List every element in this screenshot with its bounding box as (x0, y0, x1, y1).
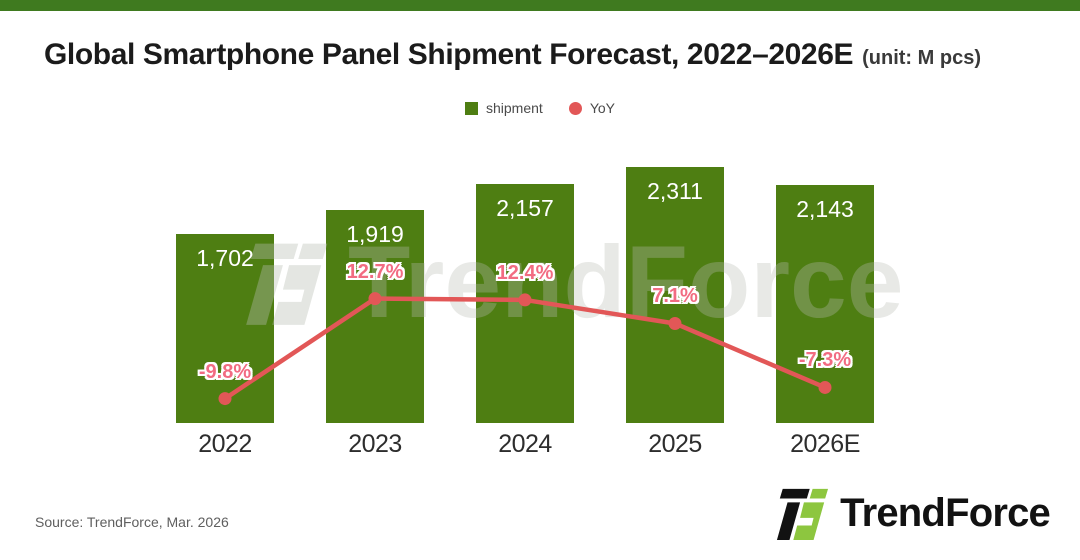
yoy-value-label: 12.7% (346, 260, 404, 283)
shipment-swatch-icon (465, 101, 478, 115)
yoy-value-label: 12.4% (496, 261, 554, 284)
bar-value-label: 2,143 (796, 196, 854, 222)
bar-value-label: 2,157 (496, 195, 554, 221)
x-axis-label-2023: 2023 (348, 430, 402, 458)
title-unit-text: (unit: M pcs) (862, 47, 981, 69)
yoy-value-label: -9.8% (198, 360, 252, 383)
x-axis-label-2022: 2022 (198, 430, 252, 458)
yoy-line-series (218, 292, 832, 406)
bar-2022 (176, 234, 274, 423)
plot-area: TrendForce 1,702 1,919 2,157 2,311 2,143 -9.… (0, 140, 1080, 458)
title-text: Global Smartphone Panel Shipment Forecas… (44, 38, 854, 71)
legend-label: YoY (589, 100, 615, 116)
page-title: Global Smartphone Panel Shipment Forecas… (44, 38, 981, 72)
legend-item-shipment: shipment (465, 100, 543, 116)
yoy-point (368, 292, 382, 306)
x-axis-label-2025: 2025 (648, 430, 702, 458)
trendforce-logo-glyph-icon (777, 488, 829, 540)
bar-value-label: 1,702 (196, 245, 254, 271)
source-note: Source: TrendForce, Mar. 2026 (35, 514, 229, 530)
x-axis-label-2026E: 2026E (790, 430, 860, 458)
bar-value-label: 1,919 (346, 221, 404, 247)
bar-2025 (626, 167, 724, 423)
legend-item-yoy: YoY (568, 100, 615, 116)
logo-wordmark: TrendForce (840, 490, 1051, 535)
yoy-point (818, 380, 832, 394)
yoy-value-label: 7.1% (652, 285, 698, 308)
yoy-point (218, 392, 232, 406)
chart-legend: shipment YoY (0, 100, 1080, 116)
yoy-value-label: -7.3% (798, 349, 852, 372)
yoy-point (668, 316, 682, 330)
bar-2023 (326, 210, 424, 423)
yoy-point (518, 293, 532, 307)
x-axis-label-2024: 2024 (498, 430, 552, 458)
legend-label: shipment (486, 100, 543, 116)
yoy-line (222, 296, 828, 401)
yoy-swatch-icon (568, 101, 582, 115)
bar-value-label: 2,311 (647, 178, 703, 204)
trendforce-logo: TrendForce (773, 486, 1051, 540)
top-accent-bar (0, 0, 1080, 11)
